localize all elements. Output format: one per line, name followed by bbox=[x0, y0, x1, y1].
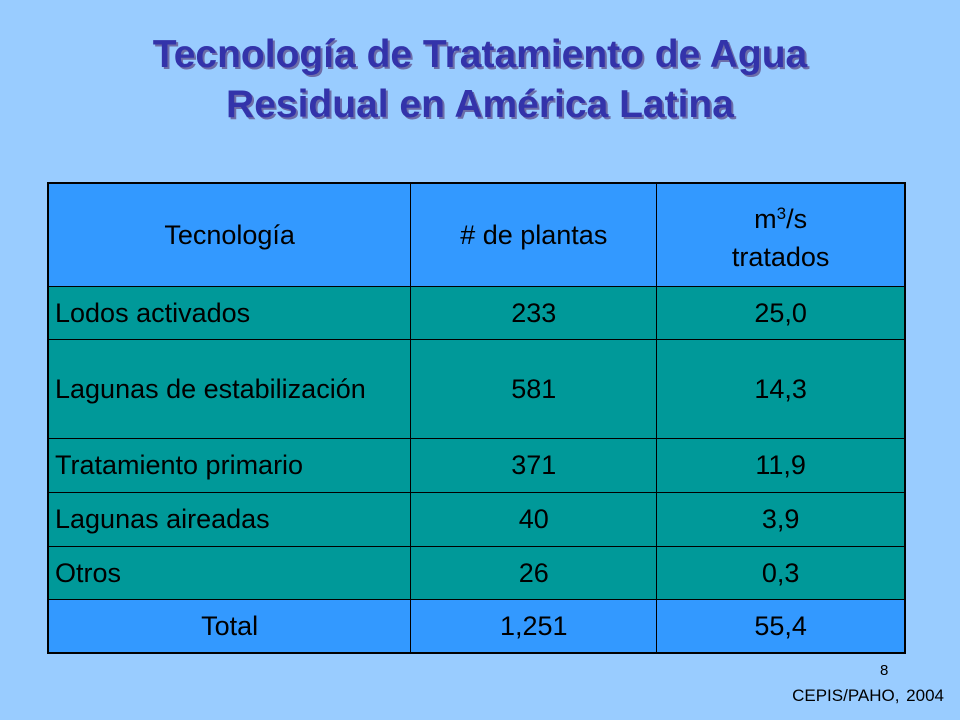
slide-title-line-1: Tecnología de Tratamiento de Agua bbox=[152, 33, 808, 76]
table-total-row: Total 1,251 55,4 bbox=[47, 599, 906, 654]
table-row: Lagunas de estabilización 581 14,3 bbox=[47, 339, 906, 439]
table-row: Lodos activados 233 25,0 bbox=[47, 286, 906, 340]
total-label: Total bbox=[47, 599, 412, 654]
row-flow: 3,9 bbox=[656, 492, 906, 547]
treatment-technology-table: Tecnología # de plantas m3/s tratados Lo… bbox=[47, 182, 906, 654]
header-flow-line-2: tratados bbox=[731, 241, 830, 272]
row-technology: Lodos activados bbox=[47, 286, 412, 340]
header-flow-unit-rest: /s bbox=[786, 203, 808, 234]
row-flow: 0,3 bbox=[656, 546, 906, 600]
total-plants: 1,251 bbox=[410, 599, 658, 654]
row-plants: 26 bbox=[410, 546, 658, 600]
row-flow: 25,0 bbox=[656, 286, 906, 340]
row-technology: Lagunas de estabilización bbox=[47, 339, 412, 439]
row-flow: 11,9 bbox=[656, 438, 906, 493]
slide-title: Tecnología de Tratamiento de Agua Residu… bbox=[0, 30, 960, 130]
table-row: Otros 26 0,3 bbox=[47, 546, 906, 600]
table-row: Tratamiento primario 371 11,9 bbox=[47, 438, 906, 493]
table-row: Lagunas aireadas 40 3,9 bbox=[47, 492, 906, 547]
page-number: 8 bbox=[880, 662, 889, 679]
total-flow: 55,4 bbox=[656, 599, 906, 654]
table-header-row: Tecnología # de plantas m3/s tratados bbox=[47, 182, 906, 287]
row-technology: Otros bbox=[47, 546, 412, 600]
header-flow: m3/s tratados bbox=[656, 182, 906, 287]
row-plants: 40 bbox=[410, 492, 658, 547]
row-plants: 233 bbox=[410, 286, 658, 340]
row-plants: 581 bbox=[410, 339, 658, 439]
header-technology: Tecnología bbox=[47, 182, 412, 287]
source-citation: CEPIS/PAHO, 2004 bbox=[792, 686, 944, 705]
header-plants: # de plantas bbox=[410, 182, 658, 287]
row-technology: Tratamiento primario bbox=[47, 438, 412, 493]
row-plants: 371 bbox=[410, 438, 658, 493]
header-flow-unit-base: m bbox=[754, 203, 777, 234]
row-technology: Lagunas aireadas bbox=[47, 492, 412, 547]
slide-title-line-2: Residual en América Latina bbox=[226, 83, 734, 126]
row-flow: 14,3 bbox=[656, 339, 906, 439]
header-flow-unit-sup: 3 bbox=[776, 203, 787, 223]
